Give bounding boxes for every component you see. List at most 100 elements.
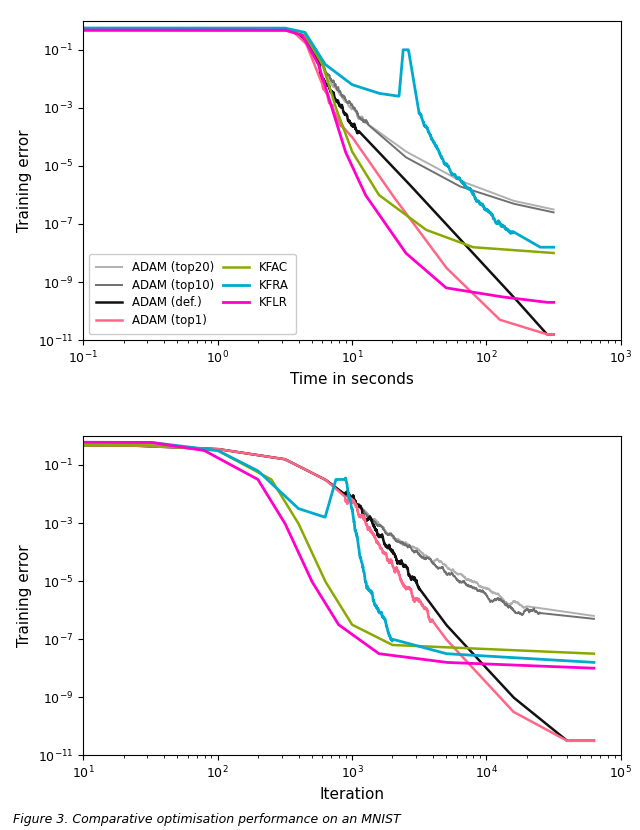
KFAC	[79, 440, 87, 450]
Line: KFLR: KFLR	[83, 442, 594, 668]
KFRA	[275, 486, 283, 496]
ADAM (top10)	[133, 25, 141, 35]
Text: Figure 3. Comparative optimisation performance on an MNIST: Figure 3. Comparative optimisation perfo…	[13, 813, 401, 826]
ADAM (top1)	[525, 715, 532, 725]
KFLR	[580, 663, 588, 673]
KFRA	[161, 23, 168, 33]
ADAM (top20)	[260, 25, 268, 35]
KFRA	[138, 437, 145, 447]
KFAC	[590, 649, 598, 659]
ADAM (top10)	[79, 25, 87, 35]
Line: KFAC: KFAC	[83, 30, 554, 253]
Y-axis label: Training error: Training error	[17, 129, 32, 232]
ADAM (top1)	[580, 736, 588, 746]
ADAM (top1)	[260, 25, 268, 35]
KFAC	[138, 440, 145, 450]
KFLR	[541, 297, 548, 307]
KFRA	[168, 440, 175, 450]
KFAC	[275, 487, 283, 497]
KFLR	[590, 663, 598, 673]
ADAM (top1)	[543, 330, 551, 339]
ADAM (top20)	[490, 188, 497, 198]
ADAM (top1)	[79, 25, 87, 35]
ADAM (def.)	[280, 25, 288, 35]
X-axis label: Time in seconds: Time in seconds	[290, 372, 414, 387]
KFAC	[490, 244, 497, 254]
KFLR	[550, 297, 557, 307]
ADAM (top10)	[161, 25, 168, 35]
ADAM (top1)	[590, 736, 598, 746]
KFLR	[543, 297, 551, 307]
ADAM (top10)	[275, 453, 283, 463]
KFLR	[79, 25, 87, 35]
KFRA	[525, 653, 532, 663]
KFRA	[280, 23, 288, 33]
Line: ADAM (top20): ADAM (top20)	[83, 30, 554, 209]
KFAC	[580, 648, 588, 658]
KFRA	[590, 657, 598, 667]
ADAM (def.)	[543, 330, 551, 339]
ADAM (top10)	[590, 614, 598, 624]
ADAM (def.)	[490, 271, 497, 281]
ADAM (top20)	[79, 440, 87, 450]
KFAC	[133, 25, 141, 35]
ADAM (top10)	[541, 205, 548, 215]
ADAM (top20)	[168, 442, 175, 452]
KFRA	[79, 23, 87, 33]
ADAM (def.)	[138, 441, 145, 451]
Line: ADAM (top1): ADAM (top1)	[83, 30, 554, 334]
KFLR	[133, 25, 141, 35]
ADAM (top10)	[490, 193, 497, 203]
ADAM (top1)	[490, 309, 497, 319]
ADAM (top20)	[79, 25, 87, 35]
Line: KFLR: KFLR	[83, 30, 554, 302]
KFLR	[168, 441, 175, 451]
KFAC	[298, 525, 305, 535]
ADAM (top1)	[138, 441, 145, 451]
ADAM (top20)	[590, 611, 598, 621]
ADAM (def.)	[79, 440, 87, 450]
ADAM (top1)	[298, 462, 305, 472]
ADAM (top20)	[275, 453, 283, 463]
ADAM (top1)	[275, 453, 283, 463]
ADAM (top1)	[161, 25, 168, 35]
ADAM (def.)	[79, 25, 87, 35]
KFRA	[490, 213, 497, 223]
KFRA	[133, 23, 141, 33]
KFAC	[79, 25, 87, 35]
ADAM (def.)	[590, 736, 598, 746]
Legend: ADAM (top20), ADAM (top10), ADAM (def.), ADAM (top1), KFAC, KFRA, KFLR: ADAM (top20), ADAM (top10), ADAM (def.),…	[89, 254, 296, 334]
KFRA	[550, 242, 557, 252]
KFAC	[525, 646, 532, 656]
ADAM (top10)	[580, 613, 588, 622]
KFRA	[260, 23, 268, 33]
Line: ADAM (def.): ADAM (def.)	[83, 30, 554, 334]
Line: ADAM (top1): ADAM (top1)	[83, 445, 594, 741]
KFLR	[275, 509, 283, 519]
ADAM (top1)	[563, 736, 571, 746]
Line: ADAM (top10): ADAM (top10)	[83, 445, 594, 619]
ADAM (top10)	[168, 442, 175, 452]
Line: ADAM (def.): ADAM (def.)	[83, 445, 594, 741]
ADAM (top10)	[79, 440, 87, 450]
Line: KFAC: KFAC	[83, 445, 594, 654]
Y-axis label: Training error: Training error	[17, 544, 32, 647]
ADAM (top20)	[298, 462, 305, 472]
ADAM (top1)	[280, 25, 288, 35]
ADAM (def.)	[580, 736, 588, 746]
ADAM (top20)	[280, 25, 288, 35]
ADAM (def.)	[161, 25, 168, 35]
KFLR	[490, 290, 497, 300]
ADAM (top20)	[138, 441, 145, 451]
ADAM (top20)	[541, 203, 548, 212]
ADAM (top10)	[525, 606, 532, 616]
X-axis label: Iteration: Iteration	[319, 787, 385, 802]
ADAM (top1)	[168, 442, 175, 452]
KFLR	[260, 25, 268, 35]
ADAM (def.)	[133, 25, 141, 35]
KFRA	[541, 242, 548, 252]
ADAM (top1)	[541, 329, 548, 339]
KFLR	[79, 437, 87, 447]
ADAM (def.)	[563, 736, 571, 746]
ADAM (top20)	[550, 204, 557, 214]
